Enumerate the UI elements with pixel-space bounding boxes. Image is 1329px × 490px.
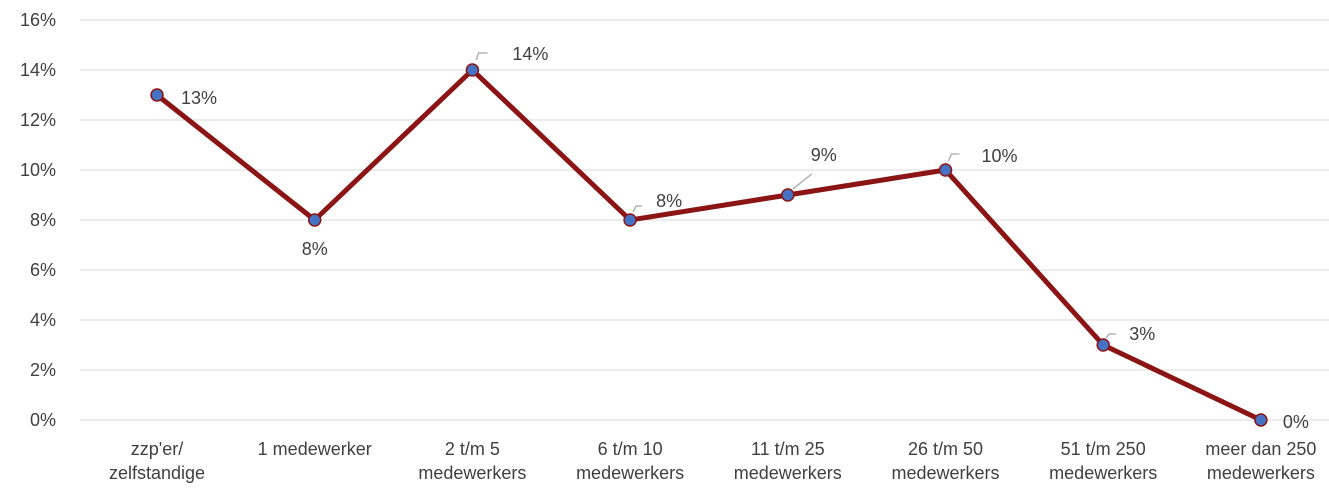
x-category-label-line: 6 t/m 10 bbox=[598, 439, 663, 459]
y-tick-label: 2% bbox=[30, 360, 56, 380]
x-category-label-line: medewerkers bbox=[1207, 463, 1315, 483]
x-category-label: 2 t/m 5 medewerkers bbox=[418, 439, 526, 483]
x-category-label: 51 t/m 250 medewerkers bbox=[1049, 439, 1157, 483]
x-category-label-line: medewerkers bbox=[734, 463, 842, 483]
data-label: 8% bbox=[302, 239, 328, 259]
data-label-leader-lines bbox=[475, 52, 1117, 339]
data-point-marker bbox=[938, 163, 953, 177]
y-tick-label: 4% bbox=[30, 310, 56, 330]
data-label: 8% bbox=[656, 191, 682, 211]
data-point-marker bbox=[150, 88, 164, 102]
x-category-label: zzp'er/zelfstandige bbox=[109, 439, 205, 483]
data-label: 9% bbox=[811, 145, 837, 165]
x-category-label-line: meer dan 250 bbox=[1205, 439, 1316, 459]
x-category-label-line: 1 medewerker bbox=[258, 439, 372, 459]
x-category-label-line: zelfstandige bbox=[109, 463, 205, 483]
data-point-marker bbox=[1254, 413, 1268, 427]
data-point-marker bbox=[1096, 338, 1110, 352]
data-point-marker bbox=[307, 213, 322, 227]
data-point-marker bbox=[623, 213, 637, 227]
x-category-label-line: 51 t/m 250 bbox=[1061, 439, 1146, 459]
x-category-label-line: 2 t/m 5 bbox=[445, 439, 500, 459]
data-label: 14% bbox=[512, 44, 548, 64]
data-label: 13% bbox=[181, 88, 217, 108]
x-category-label-line: medewerkers bbox=[1049, 463, 1157, 483]
x-category-label-line: 11 t/m 25 bbox=[751, 439, 825, 459]
x-category-label: meer dan 250 medewerkers bbox=[1205, 439, 1316, 483]
leader-line bbox=[632, 205, 643, 213]
x-category-label-line: zzp'er/ bbox=[131, 439, 183, 459]
data-point-marker bbox=[465, 63, 480, 77]
series-line bbox=[154, 67, 1264, 423]
y-tick-label: 10% bbox=[20, 160, 56, 180]
y-tick-label: 12% bbox=[20, 110, 56, 130]
data-point-marker bbox=[781, 188, 795, 202]
leader-line bbox=[1105, 333, 1117, 339]
x-category-label: 26 t/m 50 medewerkers bbox=[891, 439, 999, 483]
x-category-label-line: medewerkers bbox=[418, 463, 526, 483]
leader-line bbox=[947, 153, 960, 162]
y-tick-label: 14% bbox=[20, 60, 56, 80]
data-label: 0% bbox=[1283, 412, 1309, 432]
y-axis-tick-labels: 0% 2% 4% 6% 8% 10% 12% 14% 16% bbox=[20, 10, 56, 430]
y-tick-label: 8% bbox=[30, 210, 56, 230]
series-line-group bbox=[154, 67, 1264, 423]
x-category-label: 11 t/m 25 medewerkers bbox=[734, 439, 842, 483]
data-labels: 13% 8% 14% 8% 9% 10% 3% 0% bbox=[181, 44, 1309, 432]
gridlines bbox=[80, 19, 1329, 421]
data-label: 3% bbox=[1129, 324, 1155, 344]
y-tick-label: 6% bbox=[30, 260, 56, 280]
data-point-markers bbox=[150, 63, 1268, 427]
leader-line bbox=[792, 173, 813, 190]
data-label: 10% bbox=[982, 146, 1018, 166]
x-category-label-line: 26 t/m 50 bbox=[908, 439, 983, 459]
y-tick-label: 0% bbox=[30, 410, 56, 430]
y-tick-label: 16% bbox=[20, 10, 56, 30]
x-axis-category-labels: zzp'er/zelfstandige 1 medewerker 2 t/m 5 me… bbox=[109, 439, 1316, 483]
x-category-label: 1 medewerker bbox=[258, 439, 372, 459]
x-category-label-line: medewerkers bbox=[891, 463, 999, 483]
x-category-label: 6 t/m 10 medewerkers bbox=[576, 439, 684, 483]
x-category-label-line: medewerkers bbox=[576, 463, 684, 483]
leader-line bbox=[475, 52, 488, 61]
